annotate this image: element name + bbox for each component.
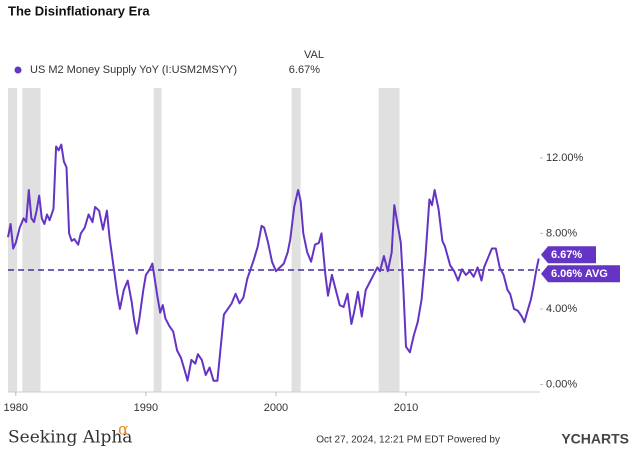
brand: Seeking Alpha	[8, 428, 132, 448]
legend-value: 6.67%	[289, 64, 320, 76]
x-tick-label: 1980	[4, 402, 28, 414]
value-tag-label: 6.67%	[551, 249, 582, 261]
value-tag	[541, 265, 620, 283]
value-tag-label: 6.06% AVG	[551, 268, 608, 280]
provider: YCHARTS	[561, 431, 629, 447]
y-tick-label: 4.00%	[546, 303, 577, 315]
y-tick-label: 12.00%	[546, 152, 584, 164]
recession-band	[291, 88, 301, 392]
x-tick-label: 2000	[264, 402, 288, 414]
x-tick-label: 1990	[134, 402, 158, 414]
recession-band	[378, 88, 400, 392]
x-tick-label: 2010	[394, 402, 418, 414]
timestamp: Oct 27, 2024, 12:21 PM EDT Powered by	[316, 435, 500, 446]
recession-band	[22, 88, 41, 392]
y-tick-label: 0.00%	[546, 378, 577, 390]
recession-band	[153, 88, 162, 392]
legend-marker	[14, 66, 22, 74]
value-tag	[541, 246, 596, 264]
y-tick-label: 8.00%	[546, 227, 577, 239]
legend-label: US M2 Money Supply YoY (I:USM2MSYY)	[30, 64, 237, 76]
header-label: VAL	[304, 49, 324, 61]
series-line	[7, 143, 540, 382]
chart-title: The Disinflationary Era	[8, 3, 150, 18]
brand-mark: α	[118, 420, 129, 439]
